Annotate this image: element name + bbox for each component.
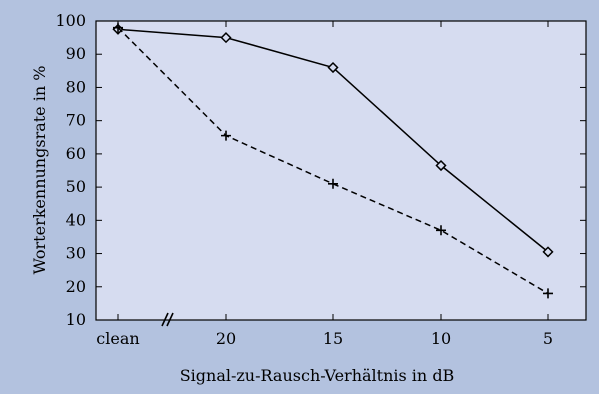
x-tick-label: 15 [323, 329, 343, 348]
data-point-diamond [435, 159, 447, 172]
y-axis: 10 20 30 40 50 60 70 80 90 100 [55, 11, 586, 329]
y-tick-label: 10 [66, 310, 86, 329]
x-axis: clean 20 15 10 5 [96, 21, 553, 348]
y-tick-label: 20 [66, 277, 86, 296]
data-point-diamond [542, 246, 554, 258]
x-axis-break [161, 312, 174, 327]
data-point-plus [221, 130, 231, 141]
axis-break-stroke [161, 312, 169, 327]
data-point-diamond [327, 61, 339, 74]
x-tick-label: 10 [431, 329, 451, 348]
y-tick-label: 50 [66, 177, 86, 196]
x-axis-title: Signal-zu-Rausch-Verhältnis in dB [180, 366, 455, 385]
plot-area [95, 20, 587, 321]
data-point-plus [436, 225, 446, 236]
y-tick-label: 30 [66, 244, 86, 263]
y-axis-title: Worterkennungsrate in % [30, 66, 49, 275]
x-tick-label: 20 [216, 329, 236, 348]
data-point-plus [113, 22, 123, 33]
x-tick-label: clean [96, 329, 139, 348]
y-tick-label: 60 [66, 144, 86, 163]
series-layer [112, 22, 554, 299]
axis-break-stroke [166, 312, 174, 327]
x-tick-label: 5 [543, 329, 553, 348]
y-tick-label: 70 [66, 111, 86, 130]
data-point-diamond [220, 32, 232, 44]
y-tick-label: 90 [66, 44, 86, 63]
data-point-plus [543, 288, 553, 299]
y-tick-label: 80 [66, 77, 86, 96]
data-point-plus [328, 178, 338, 189]
y-tick-label: 100 [55, 11, 86, 30]
series-2 [113, 22, 553, 299]
y-tick-label: 40 [66, 210, 86, 229]
